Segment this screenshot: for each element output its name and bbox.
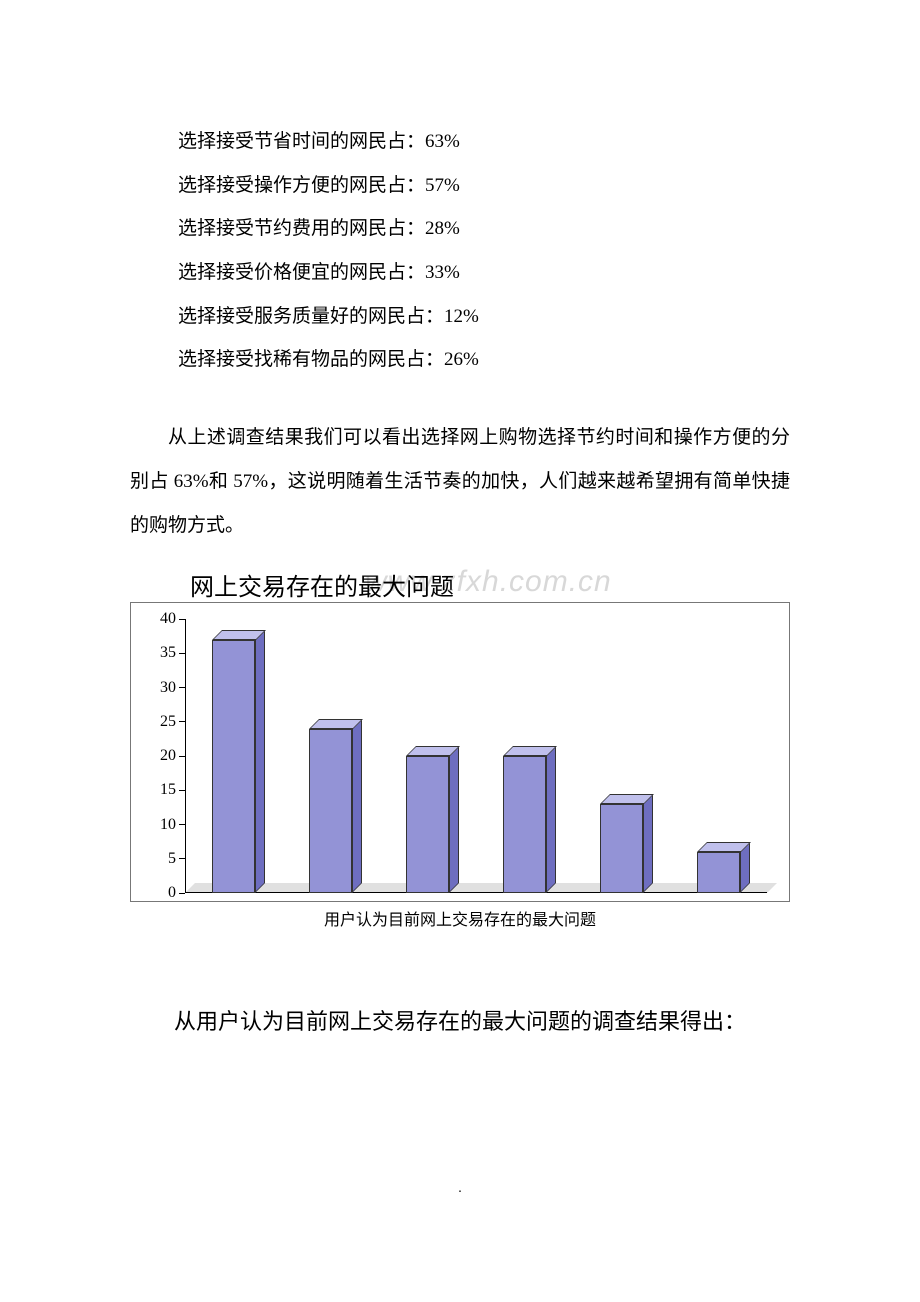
- chart-bar-front: [697, 852, 741, 893]
- chart-y-tick-label: 10: [160, 816, 176, 834]
- bar-chart: 0 5 10 15 20 25 30 35 40: [130, 602, 790, 902]
- chart-caption: 用户认为目前网上交易存在的最大问题: [130, 906, 790, 930]
- survey-list-item: 选择接受节省时间的网民占：63%: [178, 120, 790, 164]
- chart-y-tick-label: 25: [160, 713, 176, 731]
- chart-y-tick: 5: [143, 850, 185, 868]
- chart-y-tick: 40: [143, 610, 185, 628]
- chart-y-tick: 35: [143, 644, 185, 662]
- chart-bar: [600, 804, 644, 893]
- chart-y-tick-label: 5: [168, 850, 176, 868]
- survey-list-item: 选择接受价格便宜的网民占：33%: [178, 251, 790, 295]
- chart-bars-container: [185, 619, 767, 893]
- chart-bar: [697, 852, 741, 893]
- chart-plot-area: 0510152025303540: [143, 619, 777, 893]
- chart-y-tick-label: 20: [160, 747, 176, 765]
- chart-y-tick: 10: [143, 816, 185, 834]
- chart-bar: [406, 756, 450, 893]
- chart-y-tick-label: 40: [160, 610, 176, 628]
- chart-y-tick: 30: [143, 679, 185, 697]
- chart-y-tick: 0: [143, 884, 185, 902]
- survey-list-item: 选择接受操作方便的网民占：57%: [178, 164, 790, 208]
- chart-bar-side: [352, 719, 362, 893]
- chart-section: 网上交易存在的最大问题 www.zfxh.com.cn 0 5 10 15 20 25 30…: [130, 567, 790, 930]
- chart-bar-side: [643, 794, 653, 893]
- document-page: 选择接受节省时间的网民占：63% 选择接受操作方便的网民占：57% 选择接受节约…: [0, 0, 920, 1302]
- chart-y-tick-label: 30: [160, 679, 176, 697]
- chart-bar: [309, 729, 353, 893]
- chart-bar: [503, 756, 547, 893]
- chart-bar-front: [406, 756, 450, 893]
- chart-bar-top: [309, 719, 363, 729]
- page-footer: .: [0, 1181, 920, 1197]
- paragraph-text: 从上述调查结果我们可以看出选择网上购物选择节约时间和操作方便的分别占 63%和 …: [130, 416, 790, 547]
- chart-bar-top: [212, 630, 266, 640]
- chart-bar-front: [503, 756, 547, 893]
- chart-y-tick: 15: [143, 781, 185, 799]
- chart-y-tick-label: 35: [160, 644, 176, 662]
- chart-y-axis: 0510152025303540: [143, 619, 185, 893]
- chart-bar-front: [212, 640, 256, 893]
- followup-paragraph: 从用户认为目前网上交易存在的最大问题的调查结果得出：: [130, 1000, 790, 1044]
- chart-y-tick-label: 0: [168, 884, 176, 902]
- analysis-paragraph: 从上述调查结果我们可以看出选择网上购物选择节约时间和操作方便的分别占 63%和 …: [130, 416, 790, 547]
- followup-text: 从用户认为目前网上交易存在的最大问题的调查结果得出：: [130, 1000, 790, 1044]
- chart-bar-front: [309, 729, 353, 893]
- survey-list-item: 选择接受找稀有物品的网民占：26%: [178, 338, 790, 382]
- chart-bar-side: [546, 746, 556, 893]
- chart-y-tick: 25: [143, 713, 185, 731]
- chart-title-text: 网上交易存在的最大问题: [190, 575, 454, 601]
- survey-list-item: 选择接受节约费用的网民占：28%: [178, 207, 790, 251]
- chart-y-tick-label: 15: [160, 781, 176, 799]
- chart-bar: [212, 640, 256, 893]
- chart-y-tick: 20: [143, 747, 185, 765]
- chart-bar-front: [600, 804, 644, 893]
- survey-list: 选择接受节省时间的网民占：63% 选择接受操作方便的网民占：57% 选择接受节约…: [178, 120, 790, 382]
- chart-bar-side: [449, 746, 459, 893]
- chart-title-row: 网上交易存在的最大问题 www.zfxh.com.cn: [190, 567, 790, 602]
- chart-bar-side: [255, 630, 265, 893]
- survey-list-item: 选择接受服务质量好的网民占：12%: [178, 295, 790, 339]
